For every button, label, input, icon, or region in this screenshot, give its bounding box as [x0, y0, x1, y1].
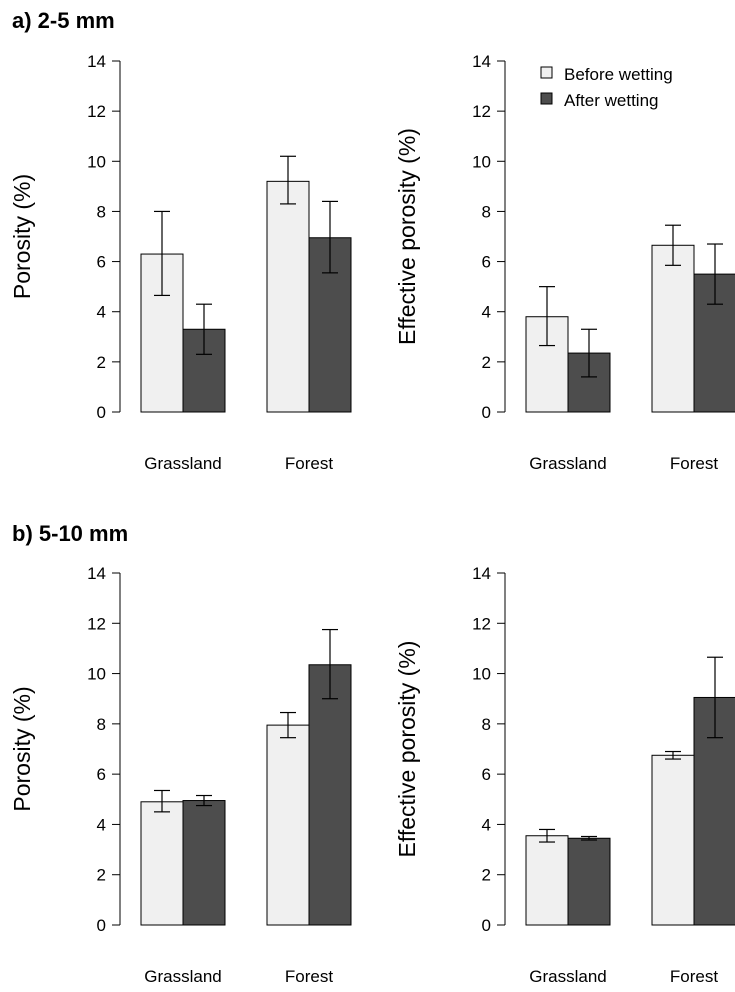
y-tick-label: 8	[482, 715, 491, 734]
y-axis-title: Porosity (%)	[9, 686, 35, 811]
panel-a-title: a) 2-5 mm	[12, 8, 115, 33]
legend-label-before: Before wetting	[564, 65, 673, 84]
y-tick-label: 2	[482, 866, 491, 885]
y-tick-label: 0	[97, 916, 106, 935]
bar-forest-after-wetting	[308, 664, 352, 926]
bar-grassland-before-wetting	[140, 801, 184, 926]
legend-swatch-after	[540, 92, 553, 105]
bar-forest-before-wetting	[266, 180, 310, 413]
y-tick-label: 14	[87, 564, 106, 583]
legend: Before wetting After wetting	[540, 65, 673, 110]
y-tick-label: 4	[97, 303, 106, 322]
y-tick-label: 2	[97, 353, 106, 372]
y-axis-title: Porosity (%)	[9, 174, 35, 299]
category-label-grassland: Grassland	[144, 967, 221, 986]
y-tick-label: 12	[87, 614, 106, 633]
bar-grassland-after-wetting	[567, 837, 611, 926]
y-axis-title: Effective porosity (%)	[394, 128, 420, 345]
bar-forest-before-wetting	[651, 754, 695, 926]
y-tick-label: 10	[87, 665, 106, 684]
y-tick-label: 0	[97, 403, 106, 422]
category-label-forest: Forest	[285, 967, 333, 986]
y-tick-label: 6	[97, 765, 106, 784]
bar-forest-before-wetting	[266, 724, 310, 926]
category-label-forest: Forest	[285, 454, 333, 473]
chart-porosity-5-10mm: 0 2 4 6 8 10 12 14 Porosity (%) Grassland Forest	[9, 564, 352, 986]
y-tick-label: 6	[97, 253, 106, 272]
y-tick-label: 14	[472, 564, 491, 583]
y-tick-label: 14	[472, 52, 491, 71]
y-axis-title: Effective porosity (%)	[394, 641, 420, 858]
y-tick-label: 2	[97, 866, 106, 885]
panel-b-title: b) 5-10 mm	[12, 521, 128, 546]
y-tick-label: 8	[97, 715, 106, 734]
bar-grassland-after-wetting	[182, 800, 226, 926]
y-tick-label: 4	[482, 815, 491, 834]
y-tick-label: 14	[87, 52, 106, 71]
chart-porosity-2-5mm: 0 2 4 6 8 10 12 14 Porosity (%) Grassland Forest	[9, 52, 352, 473]
bar-grassland-before-wetting	[525, 835, 569, 926]
y-tick-label: 12	[87, 102, 106, 121]
y-tick-label: 0	[482, 916, 491, 935]
y-tick-label: 12	[472, 614, 491, 633]
y-tick-label: 12	[472, 102, 491, 121]
y-tick-label: 2	[482, 353, 491, 372]
legend-swatch-before	[540, 66, 553, 79]
y-tick-label: 4	[97, 815, 106, 834]
bar-forest-before-wetting	[651, 244, 695, 413]
category-label-forest: Forest	[670, 454, 718, 473]
y-tick-label: 10	[472, 152, 491, 171]
y-tick-label: 8	[97, 202, 106, 221]
y-tick-label: 10	[87, 152, 106, 171]
legend-label-after: After wetting	[564, 91, 659, 110]
y-tick-label: 6	[482, 765, 491, 784]
y-tick-label: 10	[472, 665, 491, 684]
y-tick-label: 8	[482, 202, 491, 221]
category-label-forest: Forest	[670, 967, 718, 986]
y-tick-label: 4	[482, 303, 491, 322]
category-label-grassland: Grassland	[529, 967, 606, 986]
chart-effective-porosity-2-5mm: 0 2 4 6 8 10 12 14 Effective porosity (%) Grassla…	[394, 52, 735, 473]
category-label-grassland: Grassland	[144, 454, 221, 473]
chart-effective-porosity-5-10mm: 0 2 4 6 8 10 12 14 Effective porosity (%) Grassla…	[394, 564, 735, 986]
y-tick-label: 0	[482, 403, 491, 422]
category-label-grassland: Grassland	[529, 454, 606, 473]
y-tick-label: 6	[482, 253, 491, 272]
